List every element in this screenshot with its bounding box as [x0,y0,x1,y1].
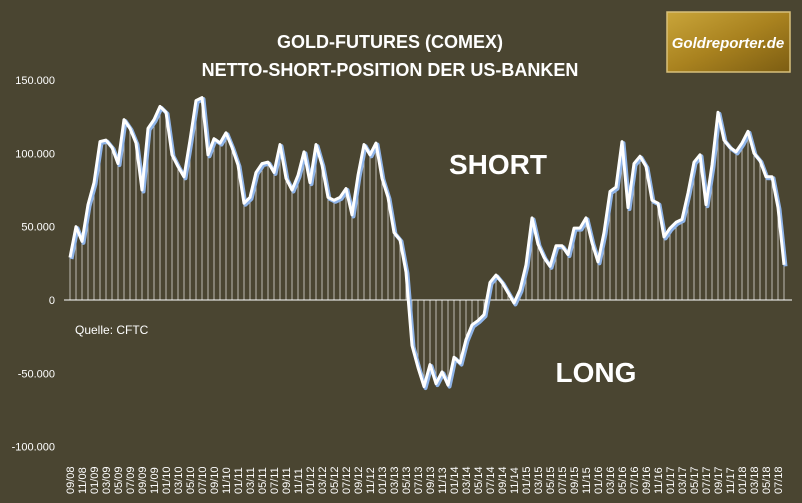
x-tick-label: 11/08 [77,467,89,494]
line [68,96,786,389]
x-tick-label: 01/13 [377,466,389,494]
x-tick-label: 01/11 [233,467,245,494]
chart-subtitle: NETTO-SHORT-POSITION DER US-BANKEN [202,60,579,80]
x-tick-label: 07/09 [125,466,137,494]
x-tick-label: 03/17 [677,466,689,494]
x-tick-label: 07/11 [269,467,281,494]
x-tick-label: 09/13 [425,466,437,494]
x-tick-label: 05/15 [545,466,557,494]
x-tick-label: 07/18 [773,466,785,494]
chart-title: GOLD-FUTURES (COMEX) [277,32,503,52]
x-tick-label: 01/14 [449,466,461,494]
x-tick-label: 05/14 [473,466,485,494]
x-tick-label: 09/14 [497,466,509,494]
x-tick-label: 07/14 [485,466,497,494]
x-tick-label: 01/12 [305,466,317,494]
y-tick-label: 0 [49,295,55,307]
x-tick-label: 03/10 [173,466,185,494]
x-tick-label: 03/18 [749,466,761,494]
y-tick-label: 150.000 [15,75,55,87]
x-tick-label: 07/12 [341,466,353,494]
x-tick-label: 03/12 [317,466,329,494]
x-tick-label: 09/11 [281,467,293,494]
x-tick-label: 07/15 [557,466,569,494]
x-tick-label: 05/09 [113,466,125,494]
y-tick-label: -50.000 [18,368,55,380]
x-tick-label: 01/18 [737,466,749,494]
y-tick-label: 50.000 [21,222,55,234]
x-tick-label: 03/15 [533,466,545,494]
x-tick-label: 07/13 [413,466,425,494]
x-tick-label: 05/18 [761,466,773,494]
x-tick-label: 09/16 [641,466,653,494]
x-tick-label: 09/08 [65,466,77,494]
x-tick-label: 11/10 [221,467,233,494]
x-tick-label: 07/16 [629,466,641,494]
x-tick-label: 07/10 [197,466,209,494]
x-tick-label: 09/10 [209,466,221,494]
x-tick-label: 11/12 [365,467,377,494]
logo-box [666,11,791,73]
x-tick-label: 09/12 [353,466,365,494]
x-tick-label: 03/09 [101,466,113,494]
x-tick-label: 11/15 [581,467,593,494]
x-tick-label: 01/16 [593,466,605,494]
x-tick-label: 11/13 [437,467,449,494]
x-tick-label: 01/17 [665,466,677,494]
x-tick-label: 05/13 [401,466,413,494]
x-tick-label: 05/11 [257,467,269,494]
x-tick-label: 05/17 [689,466,701,494]
logo: Goldreporter.de [672,35,785,52]
x-tick-label: 01/15 [521,466,533,494]
x-tick-label: 11/17 [725,467,737,494]
x-tick-label: 03/13 [389,466,401,494]
x-tick-label: 11/14 [509,467,521,494]
x-tick-label: 05/16 [617,466,629,494]
y-tick-label: 100.000 [15,148,55,160]
x-tick-label: 11/09 [149,467,161,494]
x-tick-label: 03/16 [605,466,617,494]
x-tick-label: 07/17 [701,466,713,494]
annotation: LONG [556,357,637,388]
x-tick-label: 01/10 [161,466,173,494]
source-note: Quelle: CFTC [75,323,149,337]
x-tick-label: 11/16 [653,467,665,494]
annotation: SHORT [449,149,547,180]
y-tick-label: -100.000 [12,442,55,454]
x-tick-label: 01/09 [89,466,101,494]
x-tick-label: 09/09 [137,466,149,494]
line-shadow [69,97,788,391]
x-tick-label: 03/14 [461,466,473,494]
x-tick-label: 09/15 [569,466,581,494]
x-tick-label: 11/11 [293,468,305,494]
x-tick-label: 03/11 [245,467,257,494]
x-tick-label: 09/17 [713,466,725,494]
x-tick-label: 05/12 [329,466,341,494]
x-tick-label: 05/10 [185,466,197,494]
